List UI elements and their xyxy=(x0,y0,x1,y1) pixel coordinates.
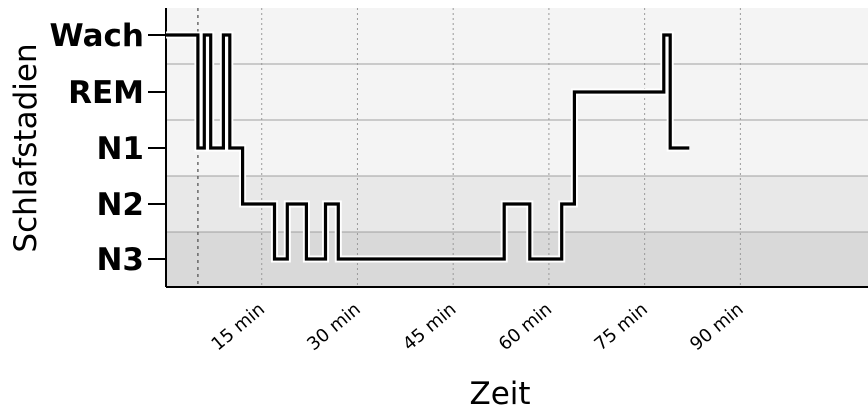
y-axis-title: Schlafstadien xyxy=(8,43,44,252)
y-tick-label-n1: N1 xyxy=(96,131,144,167)
light-region xyxy=(166,8,868,176)
x-tick-label: 75 min xyxy=(590,299,651,355)
x-tick-label: 30 min xyxy=(303,299,364,355)
y-tick-label-wach: Wach xyxy=(50,18,144,54)
x-axis-title: Zeit xyxy=(469,376,530,411)
axes xyxy=(148,8,868,288)
y-tick-label-n2: N2 xyxy=(96,187,144,223)
x-tick-label: 90 min xyxy=(686,299,747,355)
y-tick-labels: N3 N2 N1 REM Wach xyxy=(50,18,144,278)
y-tick-label-n3: N3 xyxy=(96,242,144,278)
grid xyxy=(166,8,868,287)
y-tick-label-rem: REM xyxy=(68,75,144,111)
series-layer xyxy=(166,31,690,263)
hypnogram-line xyxy=(166,33,690,261)
x-tick-labels: 15 min 30 min 45 min 60 min 75 min 90 min xyxy=(208,299,748,355)
x-tick-label: 15 min xyxy=(208,299,269,355)
x-tick-label: 45 min xyxy=(399,299,460,355)
x-tick-label: 60 min xyxy=(495,299,556,355)
